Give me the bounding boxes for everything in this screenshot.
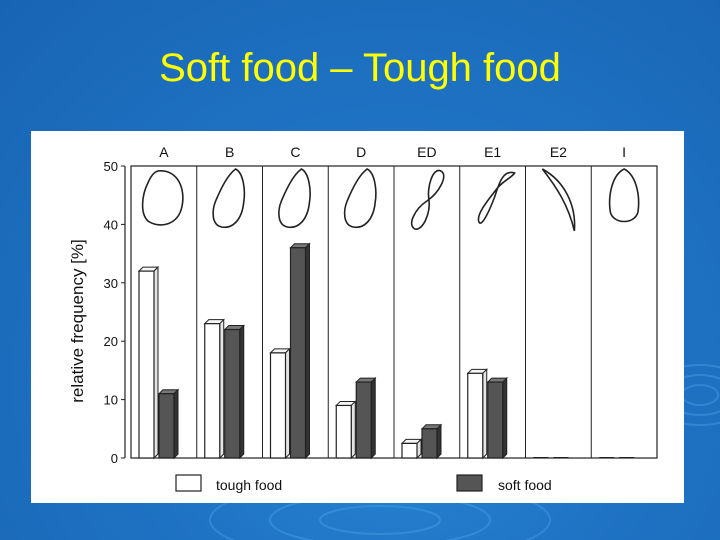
tough-food-bar-side bbox=[219, 318, 225, 460]
category-label: ED bbox=[417, 144, 436, 160]
soft-food-bar-side bbox=[370, 376, 376, 460]
y-tick-label: 40 bbox=[104, 217, 118, 232]
legend-label-soft: soft food bbox=[498, 477, 552, 493]
shape-outline bbox=[343, 168, 377, 229]
shape-teardrop bbox=[212, 168, 246, 229]
shape-outline bbox=[410, 169, 445, 230]
tough-food-bar bbox=[269, 352, 287, 459]
soft-food-bar-side bbox=[502, 376, 508, 460]
bars bbox=[137, 242, 635, 460]
soft-food-bar bbox=[224, 328, 241, 459]
tough-food-bar-side bbox=[285, 347, 290, 460]
soft-food-bar bbox=[289, 247, 307, 459]
shape-figure-eight bbox=[410, 169, 445, 230]
tough-food-bar-side bbox=[350, 400, 356, 460]
tough-food-bar bbox=[138, 270, 155, 459]
shape-outline bbox=[608, 168, 640, 223]
category-label: B bbox=[225, 144, 234, 160]
category-labels: A B C D ED E1 E2 I bbox=[159, 144, 626, 160]
legend-label-tough: tough food bbox=[216, 477, 282, 493]
tough-food-bar bbox=[467, 372, 484, 459]
y-tick-label: 0 bbox=[111, 451, 118, 466]
legend: tough food soft food bbox=[175, 474, 552, 493]
soft-food-bar-side bbox=[305, 242, 310, 460]
category-label: E2 bbox=[550, 144, 567, 160]
soft-food-bar-side bbox=[173, 388, 179, 460]
shape-outline bbox=[212, 168, 246, 229]
shape-oval bbox=[141, 170, 184, 226]
y-tick-label: 30 bbox=[104, 276, 118, 291]
category-label: C bbox=[290, 144, 300, 160]
shape-outline bbox=[141, 170, 184, 226]
soft-food-bar bbox=[355, 381, 372, 459]
soft-food-bar bbox=[158, 393, 175, 459]
category-label: I bbox=[622, 144, 626, 160]
y-tick-label: 20 bbox=[104, 334, 118, 349]
shape-outline bbox=[278, 168, 311, 229]
y-axis: 0 10 20 30 40 50 bbox=[104, 159, 126, 466]
chart-panel: 0 10 20 30 40 50 A B C D ED E1 E2 I relative frequen… bbox=[31, 131, 684, 503]
bar-chart: 0 10 20 30 40 50 A B C D ED E1 E2 I relative frequen… bbox=[68, 144, 658, 493]
tough-food-bar-side bbox=[416, 438, 422, 460]
legend-swatch-tough bbox=[175, 474, 202, 492]
y-tick-label: 10 bbox=[104, 393, 118, 408]
tough-food-bar-side bbox=[153, 265, 159, 460]
tough-food-bar bbox=[204, 323, 221, 459]
shape-drop bbox=[608, 168, 640, 223]
tough-food-bar-side bbox=[482, 368, 488, 460]
soft-food-bar bbox=[421, 428, 438, 459]
y-axis-label: relative frequency [%] bbox=[68, 239, 87, 402]
shape-outline bbox=[541, 168, 576, 232]
shape-crescent bbox=[541, 168, 576, 232]
shape-outline bbox=[477, 171, 516, 224]
soft-food-bar-side bbox=[239, 324, 245, 460]
legend-swatch-soft bbox=[456, 474, 483, 492]
shape-outlines bbox=[141, 168, 640, 232]
shape-teardrop bbox=[343, 168, 377, 229]
tough-food-bar bbox=[401, 442, 418, 459]
soft-food-bar-side bbox=[436, 423, 442, 460]
slide-title: Soft food – Tough food bbox=[159, 46, 561, 90]
shape-teardrop bbox=[278, 168, 311, 229]
shape-figure-eight-open bbox=[477, 171, 516, 224]
category-label: E1 bbox=[484, 144, 501, 160]
soft-food-bar bbox=[487, 381, 504, 459]
chart-frame bbox=[130, 165, 658, 459]
tough-food-bar bbox=[335, 404, 352, 459]
category-label: A bbox=[159, 144, 169, 160]
category-label: D bbox=[356, 144, 366, 160]
y-tick-label: 50 bbox=[104, 159, 118, 174]
